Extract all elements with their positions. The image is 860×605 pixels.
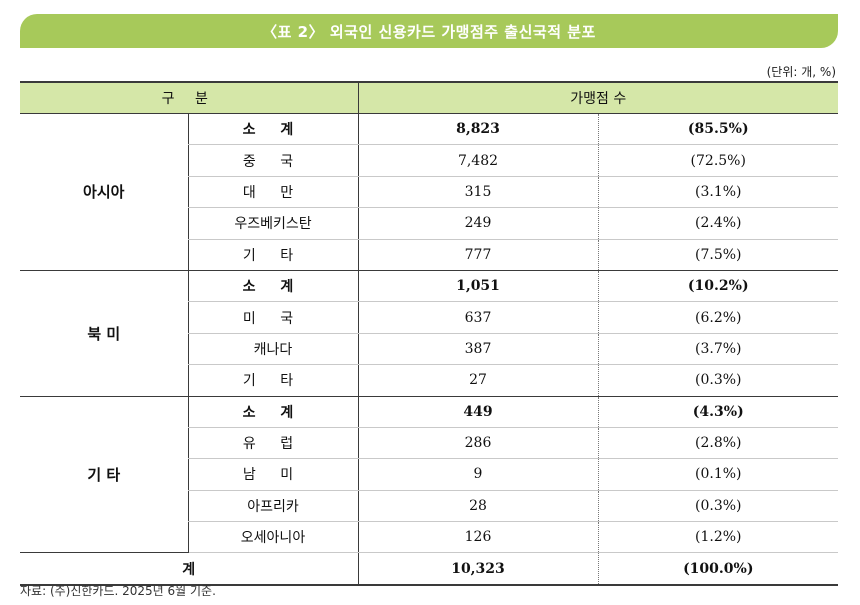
store-share: (0.3%): [597, 364, 839, 397]
row-label: 우즈베키스탄: [187, 207, 358, 240]
store-count: 315: [357, 176, 598, 209]
store-share: (6.2%): [597, 301, 839, 334]
table-row: 기 타 777 (7.5%): [20, 239, 839, 271]
row-label: 대 만: [187, 176, 358, 209]
row-label: 캐나다: [187, 333, 358, 366]
row-label: 기 타: [187, 239, 358, 271]
store-share: (0.1%): [597, 458, 839, 491]
row-label: 오세아니아: [187, 521, 358, 554]
store-share: (7.5%): [597, 239, 839, 271]
table-body: 아시아 소 계 8,823 (85.5%) 중 국 7,482 (72.5%) 대 만 315(…: [20, 113, 839, 586]
table-row: 기 타 27 (0.3%): [20, 364, 839, 397]
store-count: 28: [357, 490, 598, 523]
table-row: 캐나다 387 (3.7%): [20, 333, 839, 366]
store-count: 286: [357, 427, 598, 460]
region-label: 북 미: [20, 270, 188, 397]
header-count: 가맹점 수: [357, 81, 839, 114]
store-share: (2.8%): [597, 427, 839, 460]
store-count: 7,482: [357, 144, 598, 177]
table-row: 남 미 9 (0.1%): [20, 458, 839, 491]
store-share: (2.4%): [597, 207, 839, 240]
row-label: 미 국: [187, 301, 358, 334]
subtotal-row: 아시아 소 계 8,823 (85.5%): [20, 113, 839, 271]
row-label: 중 국: [187, 144, 358, 177]
store-count: 637: [357, 301, 598, 334]
table-row: 중 국 7,482 (72.5%): [20, 144, 839, 177]
store-share: (72.5%): [597, 144, 839, 177]
row-label: 아프리카: [187, 490, 358, 523]
store-count: 9: [357, 458, 598, 491]
table-row: 대 만 315 (3.1%): [20, 176, 839, 209]
total-label: 계: [20, 552, 358, 586]
total-count: 10,323: [357, 552, 598, 586]
store-count: 1,051: [357, 270, 598, 303]
store-count: 249: [357, 207, 598, 240]
store-count: 126: [357, 521, 598, 554]
table-row: 오세아니아 126 (1.2%): [20, 521, 839, 554]
store-share: (10.2%): [597, 270, 839, 303]
table-row: 우즈베키스탄 249 (2.4%): [20, 207, 839, 240]
row-label: 남 미: [187, 458, 358, 491]
store-share: (1.2%): [597, 521, 839, 554]
table-row: 미 국 637 (6.2%): [20, 301, 839, 334]
row-label: 소 계: [187, 113, 358, 146]
table-title: 〈표 2〉 외국인 신용카드 가맹점주 출신국적 분포: [20, 14, 838, 48]
row-label: 기 타: [187, 364, 358, 397]
store-share: (4.3%): [597, 396, 839, 428]
row-label: 유 럽: [187, 427, 358, 460]
store-share: (3.7%): [597, 333, 839, 366]
store-count: 387: [357, 333, 598, 366]
store-count: 777: [357, 239, 598, 271]
unit-note: (단위: 개, %): [766, 65, 836, 79]
row-label: 소 계: [187, 270, 358, 303]
store-share: (85.5%): [597, 113, 839, 146]
region-label: 기 타: [20, 396, 188, 554]
row-label: 소 계: [187, 396, 358, 428]
store-share: (3.1%): [597, 176, 839, 209]
table-row: 유 럽 286 (2.8%): [20, 427, 839, 460]
total-row: 계 10,323 (100.0%): [20, 552, 839, 586]
store-share: (0.3%): [597, 490, 839, 523]
distribution-table: 구 분 가맹점 수 아시아 소 계 8,823 (85.5%) 중 국 7,482 (72.…: [20, 81, 839, 586]
store-count: 27: [357, 364, 598, 397]
table-row: 아프리카 28 (0.3%): [20, 490, 839, 523]
header-row: 구 분 가맹점 수: [20, 81, 839, 114]
store-count: 8,823: [357, 113, 598, 146]
header-category: 구 분: [20, 81, 358, 114]
source-note: 자료: (주)신한카드. 2025년 6월 기준.: [20, 584, 216, 598]
total-share: (100.0%): [597, 552, 839, 586]
store-count: 449: [357, 396, 598, 428]
region-label: 아시아: [20, 113, 188, 271]
